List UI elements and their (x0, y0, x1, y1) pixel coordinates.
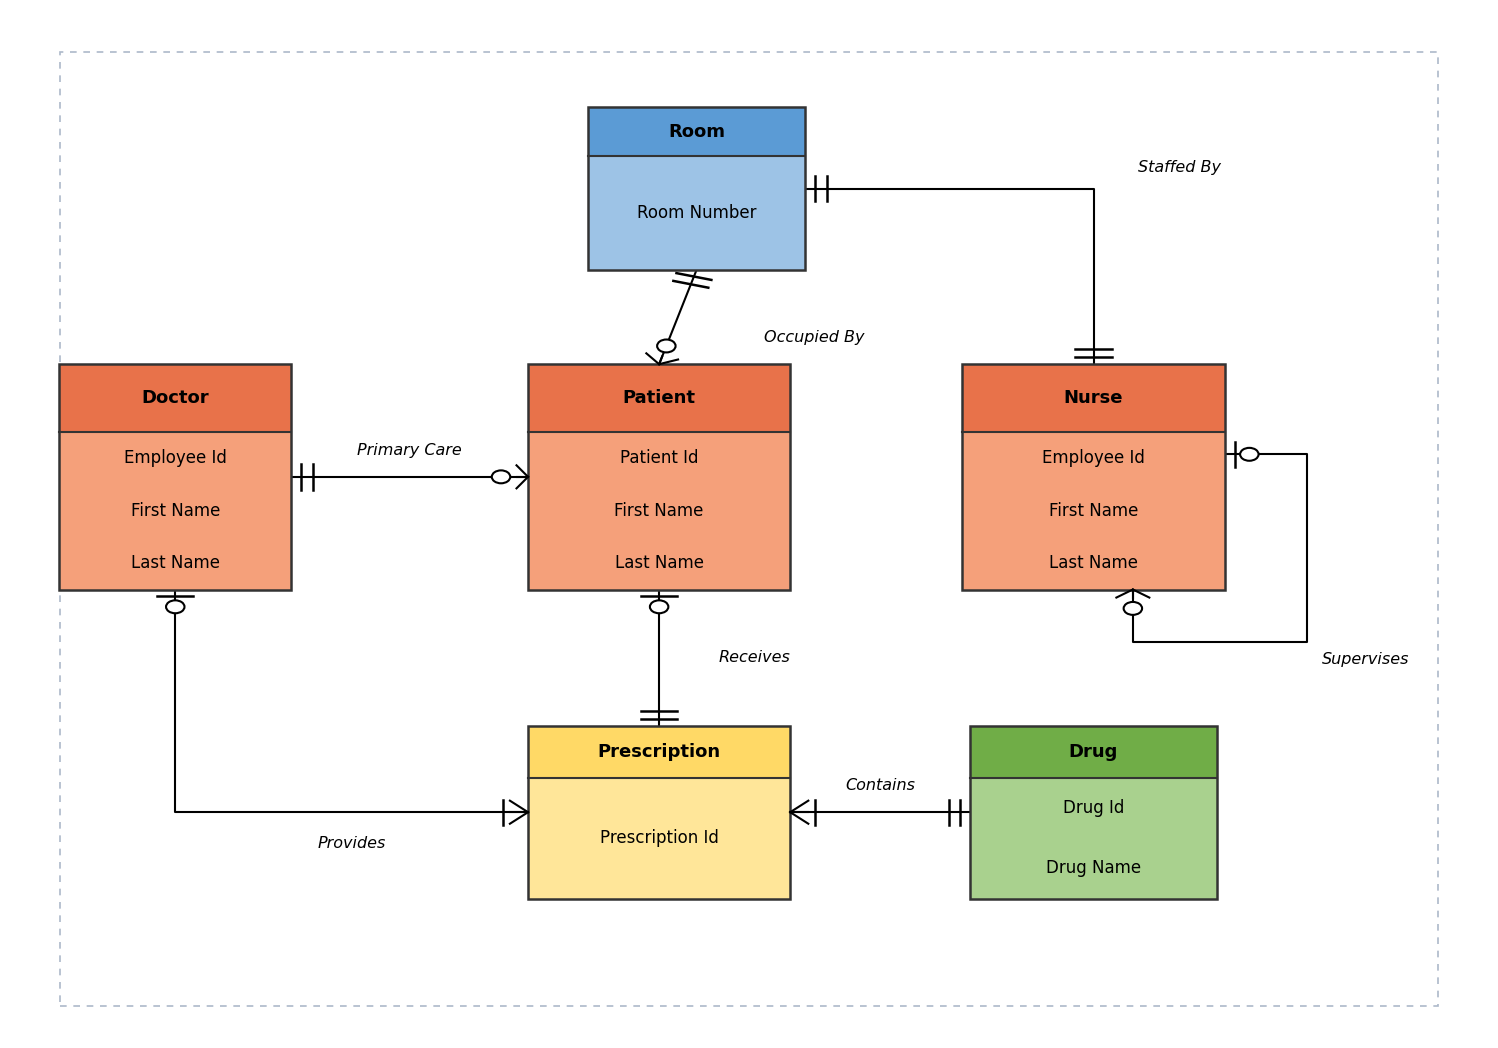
Text: Last Name: Last Name (1049, 554, 1138, 572)
FancyBboxPatch shape (529, 725, 791, 778)
FancyBboxPatch shape (962, 432, 1224, 589)
Text: Patient: Patient (623, 389, 695, 407)
FancyBboxPatch shape (962, 365, 1224, 432)
Circle shape (1124, 602, 1141, 615)
Text: Patient Id: Patient Id (620, 449, 698, 467)
Text: Occupied By: Occupied By (764, 330, 864, 346)
Text: First Name: First Name (130, 502, 220, 520)
Circle shape (166, 601, 184, 613)
Text: Employee Id: Employee Id (124, 449, 226, 467)
Text: Room: Room (668, 123, 725, 140)
Text: Doctor: Doctor (141, 389, 210, 407)
Text: Drug Id: Drug Id (1064, 799, 1124, 816)
FancyBboxPatch shape (529, 778, 791, 899)
Text: Prescription Id: Prescription Id (599, 829, 719, 847)
Text: First Name: First Name (614, 502, 704, 520)
FancyBboxPatch shape (529, 365, 791, 432)
Circle shape (658, 340, 676, 352)
Circle shape (1240, 447, 1258, 461)
Text: Contains: Contains (845, 779, 915, 793)
Text: Staffed By: Staffed By (1138, 160, 1221, 175)
Text: First Name: First Name (1049, 502, 1138, 520)
Text: Drug Name: Drug Name (1046, 859, 1141, 877)
Text: Employee Id: Employee Id (1043, 449, 1144, 467)
Text: Provides: Provides (318, 836, 386, 851)
FancyBboxPatch shape (587, 108, 806, 156)
Text: Last Name: Last Name (130, 554, 220, 572)
FancyBboxPatch shape (60, 432, 291, 589)
Text: Supervises: Supervises (1323, 652, 1410, 668)
FancyBboxPatch shape (971, 778, 1216, 899)
FancyBboxPatch shape (587, 156, 806, 270)
Text: Receives: Receives (719, 650, 791, 665)
FancyBboxPatch shape (60, 365, 291, 432)
Circle shape (491, 471, 511, 483)
Text: Drug: Drug (1070, 743, 1118, 761)
FancyBboxPatch shape (529, 432, 791, 589)
Text: Nurse: Nurse (1064, 389, 1124, 407)
FancyBboxPatch shape (971, 725, 1216, 778)
Text: Primary Care: Primary Care (358, 443, 461, 458)
Text: Room Number: Room Number (637, 204, 756, 222)
Circle shape (650, 601, 668, 613)
Text: Prescription: Prescription (598, 743, 721, 761)
Text: Last Name: Last Name (614, 554, 704, 572)
